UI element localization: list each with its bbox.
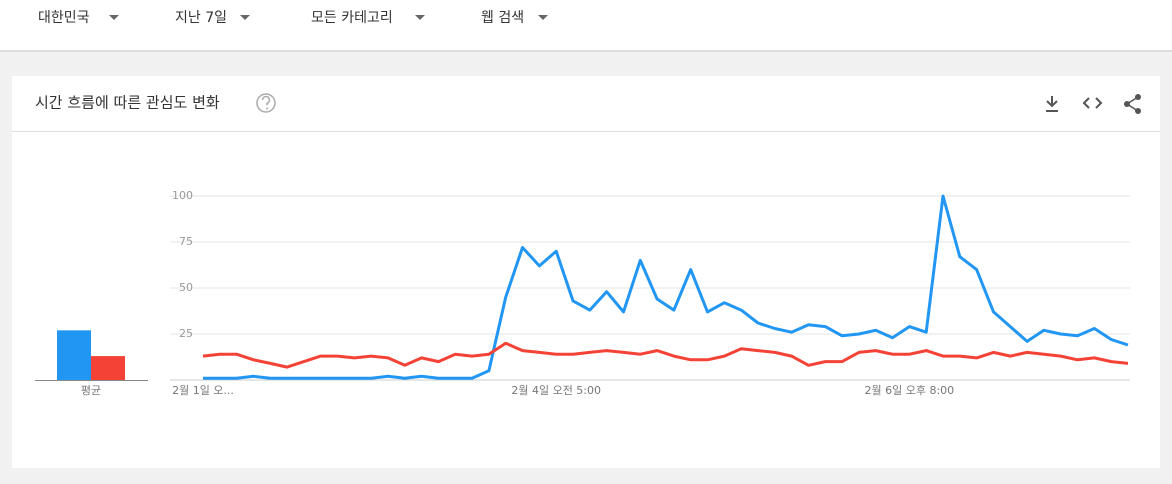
download-icon[interactable] [1046, 96, 1058, 112]
top-bar [0, 0, 1172, 50]
filter[interactable]: 지난 7일 [175, 10, 250, 26]
dropdown-arrow[interactable] [240, 15, 250, 20]
share-icon[interactable] [1124, 94, 1141, 114]
line-series [203, 194, 1129, 380]
embed-icon[interactable] [1082, 97, 1103, 109]
x-tick-label: 평균 [81, 384, 101, 397]
card-title: 시간 흐름에 따른 관심도 변화 [35, 94, 220, 112]
dropdown-arrow[interactable] [538, 15, 548, 20]
y-tick-label: 75 [179, 235, 193, 248]
help-mark[interactable] [261, 95, 271, 106]
line-series [202, 341, 1129, 369]
share-link[interactable] [1125, 96, 1139, 112]
y-tick-label: 50 [179, 281, 193, 294]
y-tick-label: 100 [172, 189, 193, 202]
filter[interactable]: 모든 카테고리 [311, 10, 425, 26]
filter-label[interactable]: 대한민국 [38, 10, 90, 26]
filter-label[interactable]: 모든 카테고리 [311, 10, 393, 26]
filter-label[interactable]: 웹 검색 [481, 10, 524, 26]
bar [57, 330, 91, 380]
help-circle[interactable] [256, 93, 276, 113]
x-tick-label: 2월 1일 오... [172, 383, 234, 397]
download-glyph[interactable] [1046, 96, 1058, 112]
embed-glyph[interactable] [1082, 97, 1103, 109]
help-dot[interactable] [266, 107, 268, 110]
bar-baseline [35, 380, 148, 381]
card [12, 76, 1160, 468]
x-tick-label: 2월 4일 오전 5:00 [511, 383, 601, 397]
filter[interactable]: 웹 검색 [481, 10, 548, 26]
bar [91, 356, 125, 380]
dropdown-arrow[interactable] [415, 15, 425, 20]
x-tick-label: 2월 6일 오후 8:00 [865, 383, 955, 397]
y-tick-label: 25 [179, 327, 193, 340]
filter-label[interactable]: 지난 7일 [175, 10, 227, 26]
filter[interactable]: 대한민국 [38, 10, 119, 26]
card-divider [12, 131, 1160, 132]
dropdown-arrow[interactable] [109, 15, 119, 20]
top-bar-shadow [0, 50, 1172, 52]
help-icon[interactable] [256, 93, 276, 113]
